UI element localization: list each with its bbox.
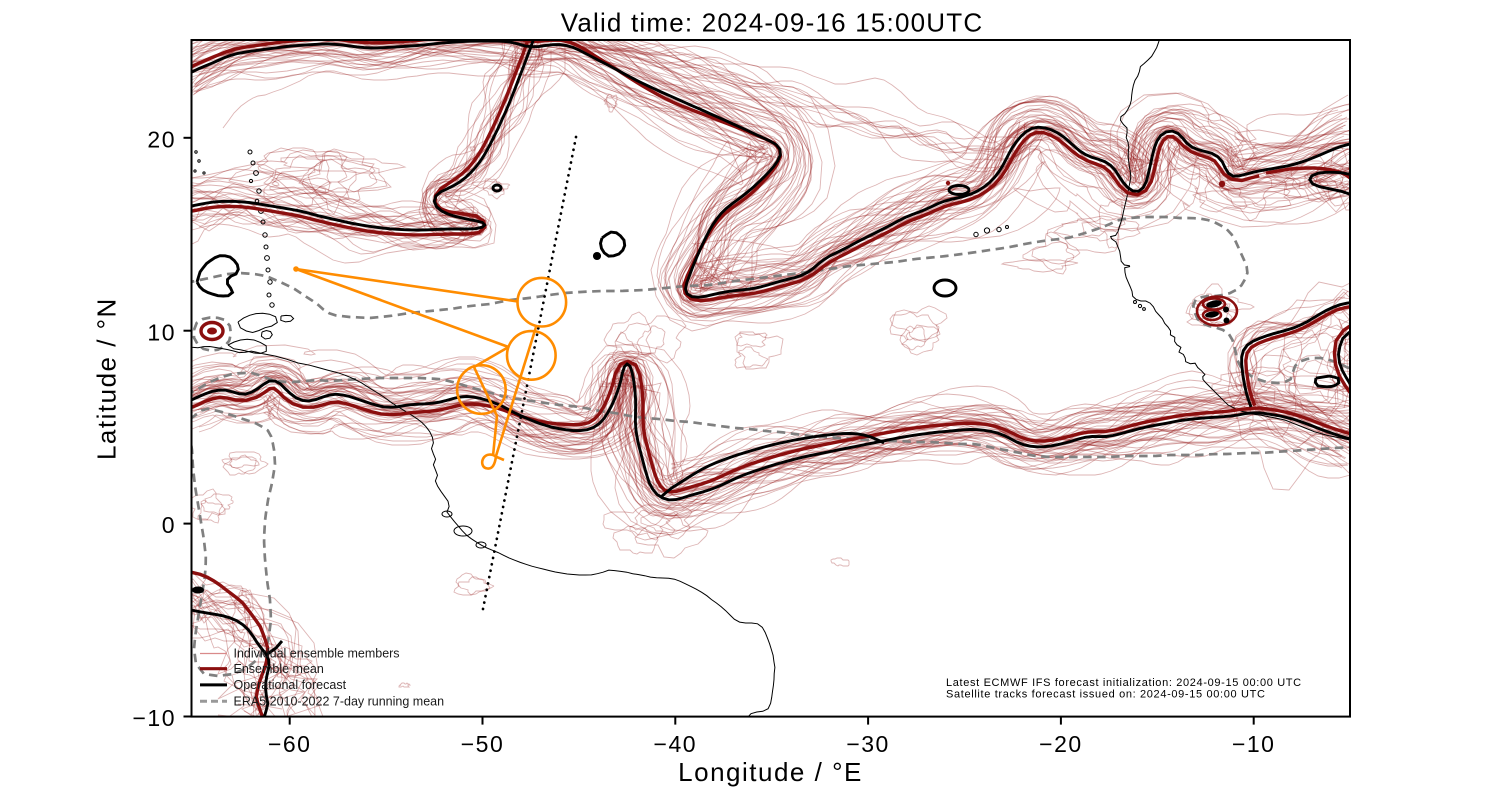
svg-text:−50: −50	[461, 731, 505, 757]
svg-text:Individual ensemble members: Individual ensemble members	[234, 647, 400, 661]
svg-text:Latitude / °N: Latitude / °N	[92, 297, 122, 460]
svg-text:Valid time: 2024-09-16 15:00UT: Valid time: 2024-09-16 15:00UTC	[561, 8, 984, 38]
svg-text:Longitude / °E: Longitude / °E	[678, 757, 863, 787]
svg-text:−10: −10	[1232, 731, 1276, 757]
svg-text:0: 0	[162, 512, 176, 538]
svg-text:10: 10	[147, 319, 176, 345]
svg-text:−30: −30	[846, 731, 890, 757]
svg-text:−40: −40	[654, 731, 698, 757]
svg-text:−10: −10	[132, 705, 176, 731]
svg-text:20: 20	[147, 126, 176, 152]
svg-text:Satellite tracks forecast issu: Satellite tracks forecast issued on: 202…	[946, 689, 1266, 701]
svg-text:Ensemble mean: Ensemble mean	[234, 662, 324, 676]
svg-text:ERA5 2010-2022 7-day running m: ERA5 2010-2022 7-day running mean	[234, 694, 445, 708]
svg-text:−20: −20	[1039, 731, 1083, 757]
svg-text:Operational forecast: Operational forecast	[234, 678, 347, 692]
svg-text:−60: −60	[268, 731, 312, 757]
svg-text:Latest ECMWF IFS forecast init: Latest ECMWF IFS forecast initialization…	[946, 677, 1302, 689]
